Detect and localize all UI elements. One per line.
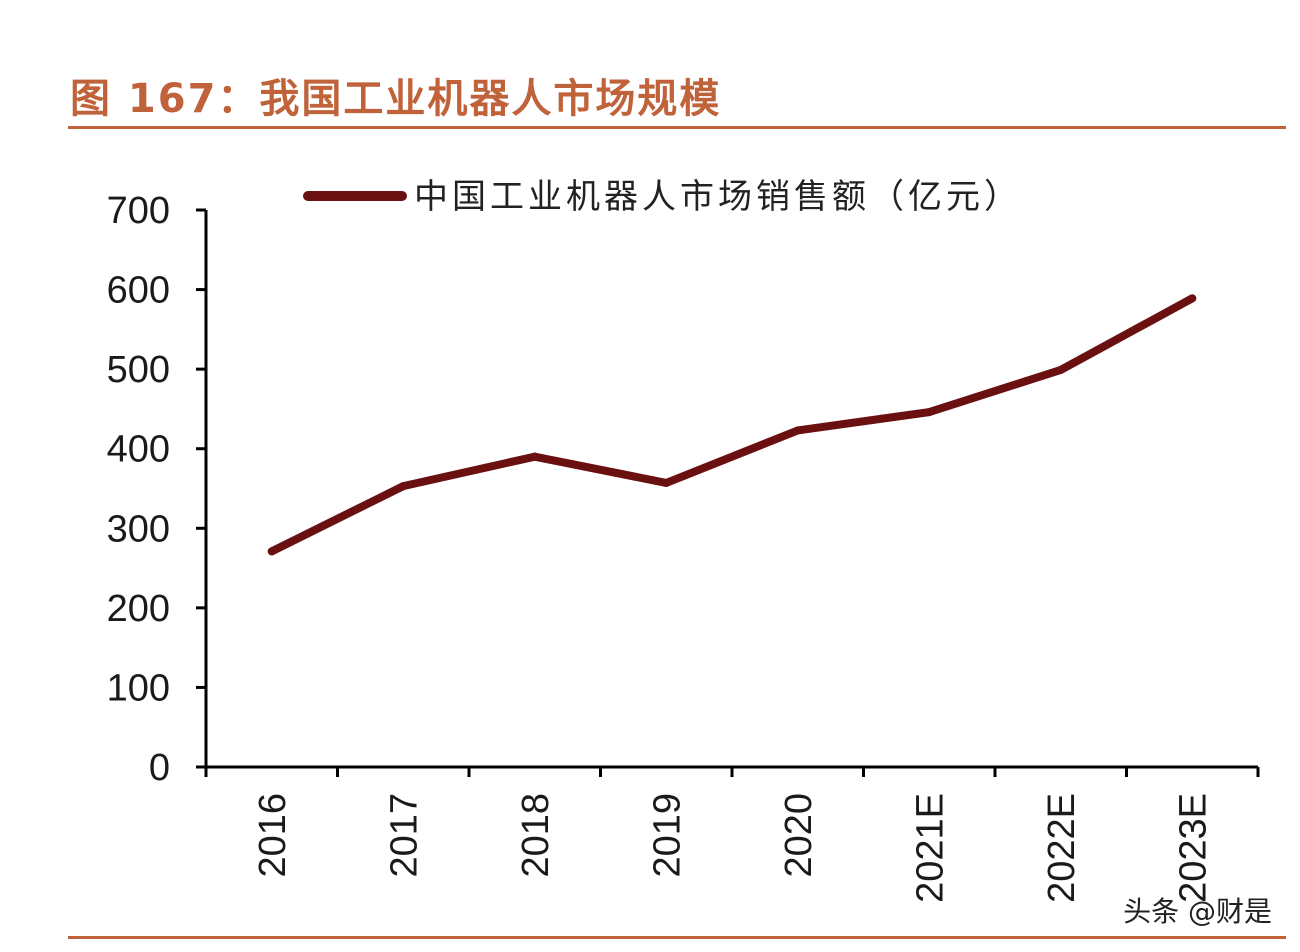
data-point (1188, 294, 1197, 303)
y-tick-label: 0 (149, 747, 170, 789)
figure-title: 图 167：我国工业机器人市场规模 (70, 76, 722, 122)
legend-label: 中国工业机器人市场销售额（亿元） (414, 177, 1022, 217)
data-point (530, 452, 539, 461)
watermark: 头条 @财是 (1123, 895, 1272, 928)
x-tick-label: 2018 (515, 793, 557, 878)
x-tick-label: 2017 (383, 793, 425, 878)
data-point (662, 478, 671, 487)
data-point (267, 547, 276, 556)
y-tick-label: 400 (107, 429, 170, 471)
data-point (1056, 365, 1065, 374)
y-tick-label: 200 (107, 588, 170, 630)
x-axis: 2016 2017 2018 2019 2020 2021E 2022E 2023E (204, 765, 1260, 903)
title-divider (68, 126, 1286, 129)
x-tick-label: 2023E (1172, 793, 1214, 903)
y-tick-label: 100 (107, 667, 170, 709)
y-tick-label: 600 (107, 270, 170, 312)
footer-divider (68, 936, 1286, 939)
x-tick-label: 2016 (252, 793, 294, 878)
y-tick-label: 500 (107, 349, 170, 391)
y-tick-label: 300 (107, 508, 170, 550)
series-line (267, 294, 1197, 556)
data-point (793, 426, 802, 435)
y-axis: 0 100 200 300 400 500 600 700 (107, 190, 208, 789)
data-point (925, 408, 934, 417)
series-layer (267, 294, 1197, 556)
x-tick-label: 2019 (646, 793, 688, 878)
x-tick-label: 2021E (909, 793, 951, 903)
data-point (399, 482, 408, 491)
chart-legend: 中国工业机器人市场销售额（亿元） (303, 177, 1022, 217)
y-tick-label: 700 (107, 190, 170, 232)
x-tick-label: 2020 (778, 793, 820, 878)
x-tick-label: 2022E (1041, 793, 1083, 903)
